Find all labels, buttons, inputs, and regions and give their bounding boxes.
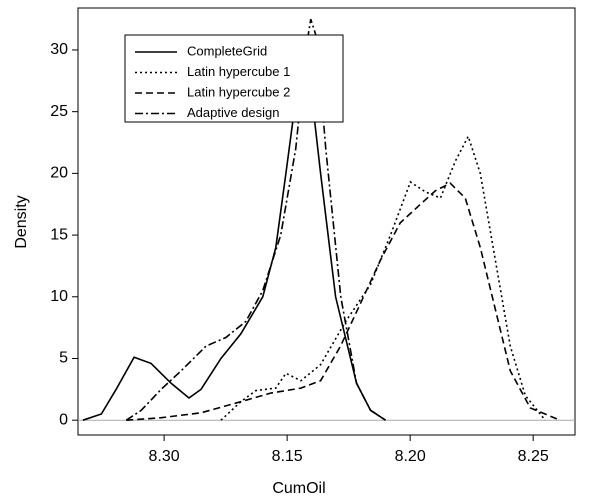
density-line <box>220 134 546 421</box>
density-line <box>126 182 561 421</box>
x-tick-label: 8.30 <box>149 448 180 465</box>
y-tick-label: 20 <box>50 165 68 182</box>
x-tick-label: 8.25 <box>518 448 549 465</box>
legend-label: CompleteGrid <box>187 43 267 58</box>
y-axis-label: Density <box>13 195 30 248</box>
legend-box <box>124 34 344 123</box>
legend-label: Latin hypercube 1 <box>187 64 290 79</box>
y-tick-label: 5 <box>59 350 68 367</box>
legend-label: Latin hypercube 2 <box>187 84 290 99</box>
y-tick-label: 30 <box>50 41 68 58</box>
legend-label: Adaptive design <box>187 105 280 120</box>
x-tick-label: 8.15 <box>272 448 303 465</box>
density-line <box>125 18 386 421</box>
y-tick-label: 0 <box>59 411 68 428</box>
x-tick-label: 8.20 <box>395 448 426 465</box>
x-axis-label: CumOil <box>272 480 325 497</box>
y-tick-label: 10 <box>50 288 68 305</box>
y-tick-label: 25 <box>50 103 68 120</box>
y-tick-label: 15 <box>50 226 68 243</box>
density-line <box>82 62 386 421</box>
plot-frame <box>77 7 576 436</box>
